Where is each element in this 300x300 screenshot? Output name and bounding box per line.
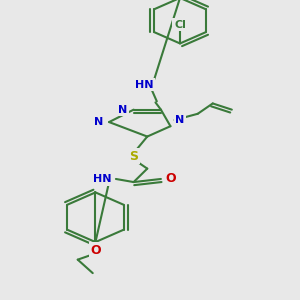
Text: O: O	[90, 244, 101, 257]
Text: O: O	[165, 172, 176, 185]
Text: N: N	[176, 115, 184, 125]
Text: N: N	[94, 117, 103, 127]
Text: S: S	[129, 150, 138, 163]
Text: Cl: Cl	[174, 20, 186, 30]
Text: HN: HN	[93, 174, 112, 184]
Text: HN: HN	[135, 80, 154, 90]
Text: N: N	[118, 105, 128, 115]
